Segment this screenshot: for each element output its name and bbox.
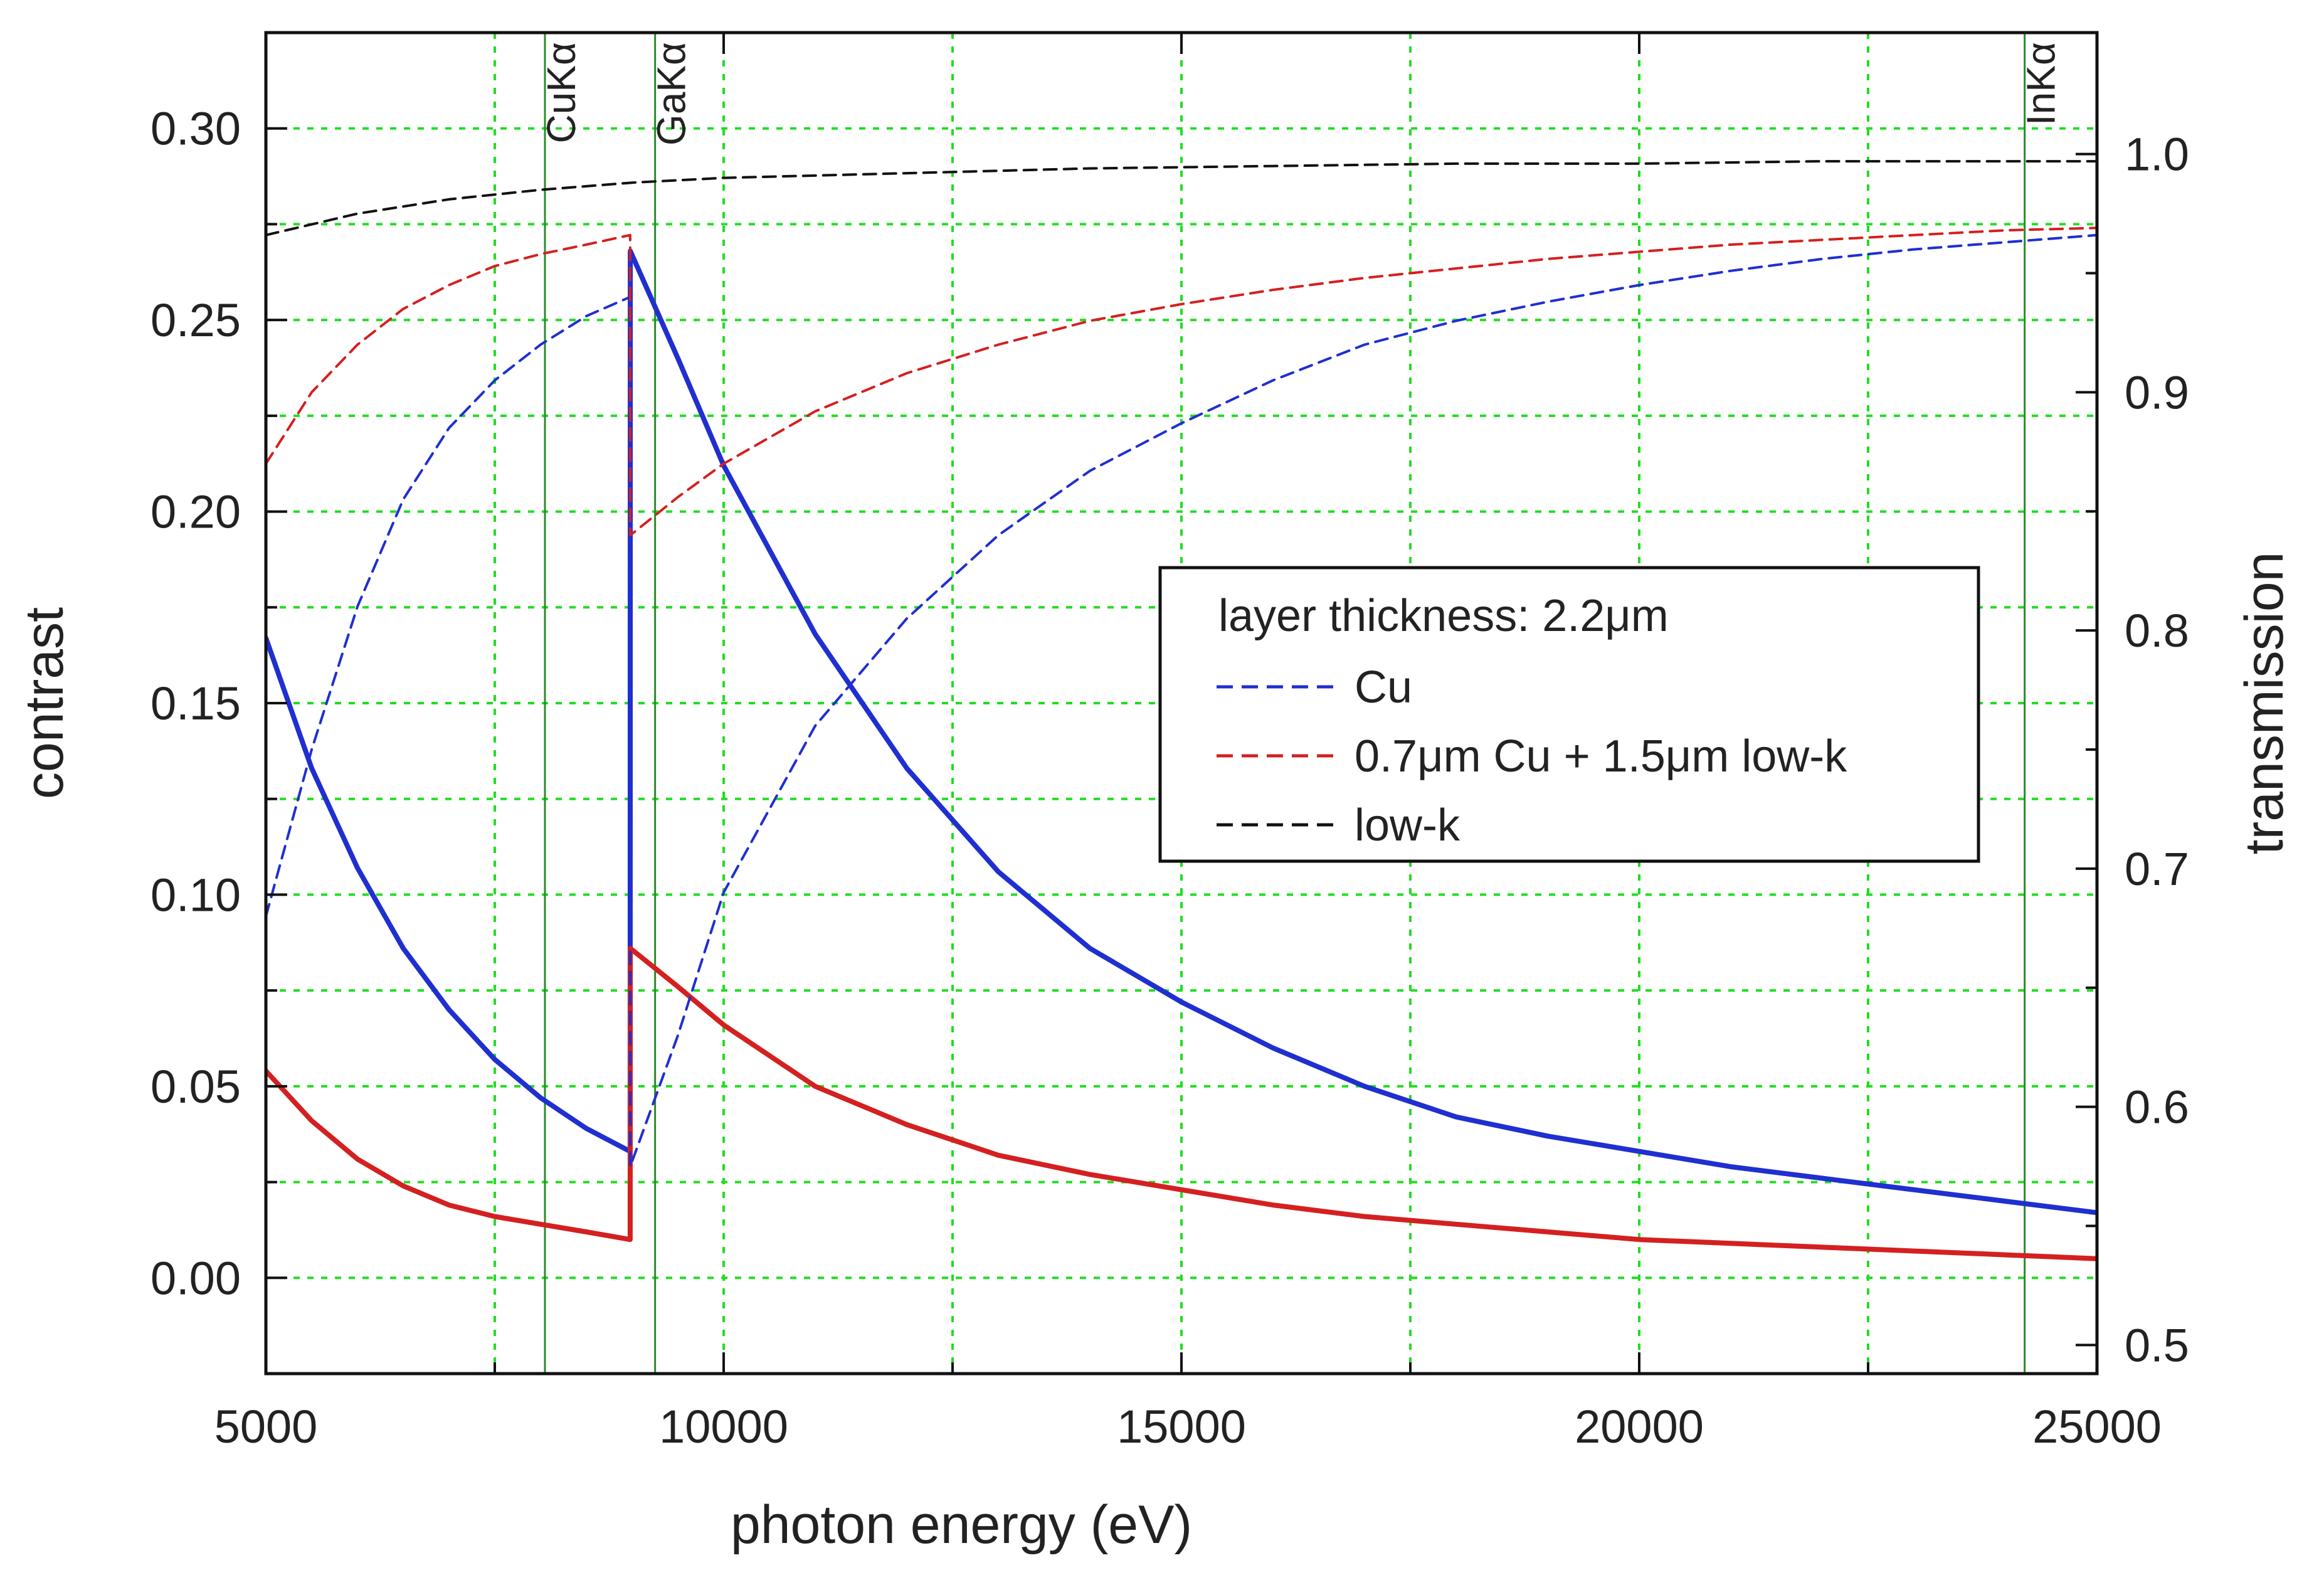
- x-tick-label: 5000: [214, 1401, 318, 1453]
- legend-label-cu: Cu: [1355, 662, 1412, 713]
- y-left-tick-label: 0.15: [151, 677, 241, 729]
- legend-label-cu-lowk: 0.7μm Cu + 1.5μm low-k: [1355, 731, 1847, 782]
- y-axis-title-right: transmission: [2234, 552, 2295, 855]
- y-right-tick-label: 0.8: [2125, 605, 2189, 657]
- legend: layer thickness: 2.2μm Cu 0.7μm Cu + 1.5…: [1158, 566, 1980, 863]
- series-line-cu-transmission: [266, 233, 2097, 1168]
- y-right-tick-label: 1.0: [2125, 129, 2189, 181]
- y-right-tick-label: 0.7: [2125, 843, 2189, 895]
- series-line-low-k-transmission: [266, 160, 2097, 236]
- y-right-tick-label: 0.5: [2125, 1319, 2189, 1371]
- x-tick-label: 10000: [659, 1401, 788, 1453]
- edge-label: GaKα: [649, 42, 694, 146]
- series: [266, 160, 2097, 1261]
- x-axis-title: photon energy (eV): [731, 1495, 1192, 1555]
- y-left-tick-label: 0.05: [151, 1061, 241, 1113]
- x-tick-label: 25000: [2032, 1401, 2162, 1453]
- y-right-tick-label: 0.9: [2125, 366, 2189, 418]
- edge-markers: CuKα GaKα InKα: [539, 33, 2064, 1374]
- edge-label: CuKα: [539, 42, 584, 144]
- y-right-tick-label: 0.6: [2125, 1081, 2189, 1133]
- edge-label: InKα: [2019, 42, 2064, 125]
- y-left-tick-label: 0.20: [151, 486, 241, 538]
- y-left-tick-label: 0.10: [151, 869, 241, 921]
- series-line-cu-low-k-transmission: [266, 226, 2097, 537]
- legend-title: layer thickness: 2.2μm: [1218, 591, 1669, 641]
- x-tick-label: 20000: [1575, 1401, 1704, 1453]
- axis-ticks: 5000 10000 15000 20000 25000 0.00 0.05 0.10 0.15…: [151, 33, 2189, 1453]
- series-line-cu-low-k-contrast: [266, 945, 2097, 1261]
- legend-label-lowk: low-k: [1355, 800, 1460, 851]
- y-left-tick-label: 0.30: [151, 103, 241, 155]
- series-line-cu-contrast: [266, 248, 2097, 1216]
- x-tick-label: 15000: [1117, 1401, 1246, 1453]
- y-axis-title-left: contrast: [14, 607, 75, 799]
- legend-box: [1158, 566, 1980, 863]
- y-left-tick-label: 0.25: [151, 294, 241, 346]
- y-left-tick-label: 0.00: [151, 1252, 241, 1304]
